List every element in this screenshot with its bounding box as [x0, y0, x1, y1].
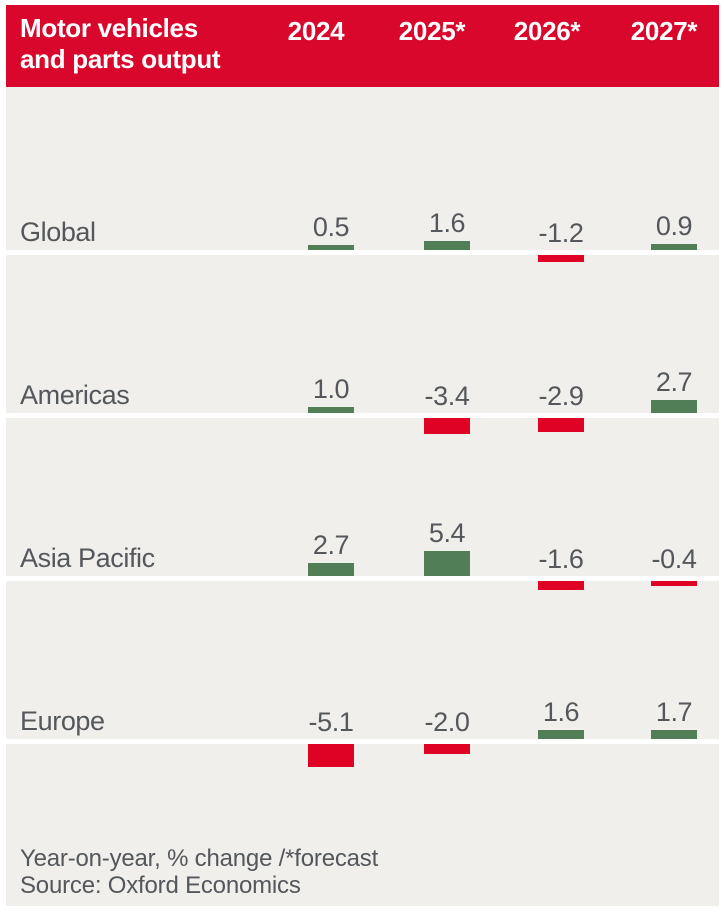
chart-title-line2: and parts output: [20, 44, 221, 74]
region-label-americas: Americas: [20, 380, 130, 410]
value-label-europe-2025: -2.0: [424, 707, 470, 737]
zero-baseline-americas: [6, 413, 719, 418]
region-label-global: Global: [20, 217, 96, 247]
value-label-americas-2027: 2.7: [655, 367, 693, 397]
bar-global-2025: [424, 241, 470, 250]
value-label-global-2027: 0.9: [655, 211, 693, 241]
value-label-asia-pacific-2024: 2.7: [312, 530, 350, 560]
region-label-europe: Europe: [20, 706, 105, 736]
value-label-asia-pacific-2025: 5.4: [428, 518, 466, 548]
column-header-2027: 2027*: [630, 16, 698, 46]
bar-americas-2025: [424, 418, 470, 434]
zero-baseline-global: [6, 250, 719, 255]
bar-global-2024: [308, 245, 354, 250]
value-label-asia-pacific-2027: -0.4: [651, 544, 697, 574]
value-label-americas-2024: 1.0: [312, 374, 350, 404]
chart-note: Year-on-year, % change /*forecast: [20, 845, 379, 872]
column-header-2026: 2026*: [513, 16, 581, 46]
column-header-2024: 2024: [287, 16, 345, 46]
bar-americas-2024: [308, 407, 354, 413]
bar-asia-pacific-2024: [308, 563, 354, 576]
bar-europe-2024: [308, 744, 354, 767]
value-label-global-2026: -1.2: [538, 218, 584, 248]
bar-global-2026: [538, 255, 584, 262]
chart-panel: Motor vehicles and parts output 2024 2025…: [6, 5, 719, 906]
zero-baseline-asia-pacific: [6, 576, 719, 581]
value-label-asia-pacific-2026: -1.6: [538, 544, 584, 574]
value-label-global-2025: 1.6: [428, 208, 466, 238]
bar-americas-2026: [538, 418, 584, 432]
value-label-global-2024: 0.5: [312, 212, 350, 242]
region-label-asia-pacific: Asia Pacific: [20, 543, 155, 573]
bar-asia-pacific-2027: [651, 581, 697, 586]
bar-americas-2027: [651, 400, 697, 413]
value-label-europe-2026: 1.6: [542, 697, 580, 727]
column-header-2025: 2025*: [398, 16, 466, 46]
value-label-europe-2024: -5.1: [308, 707, 354, 737]
value-label-americas-2025: -3.4: [424, 381, 470, 411]
chart-footer: Year-on-year, % change /*forecast Source…: [20, 845, 378, 899]
bar-asia-pacific-2025: [424, 551, 470, 576]
value-label-europe-2027: 1.7: [655, 697, 693, 727]
bar-global-2027: [651, 244, 697, 250]
chart-title-line1: Motor vehicles: [20, 13, 198, 43]
chart-source: Source: Oxford Economics: [20, 872, 301, 899]
bar-asia-pacific-2026: [538, 581, 584, 590]
bar-europe-2026: [538, 730, 584, 739]
zero-baseline-europe: [6, 739, 719, 744]
chart-title: Motor vehicles and parts output: [20, 13, 221, 75]
value-label-americas-2026: -2.9: [538, 381, 584, 411]
chart-header-banner: Motor vehicles and parts output 2024 2025…: [6, 5, 719, 87]
bar-europe-2025: [424, 744, 470, 754]
bar-europe-2027: [651, 730, 697, 739]
